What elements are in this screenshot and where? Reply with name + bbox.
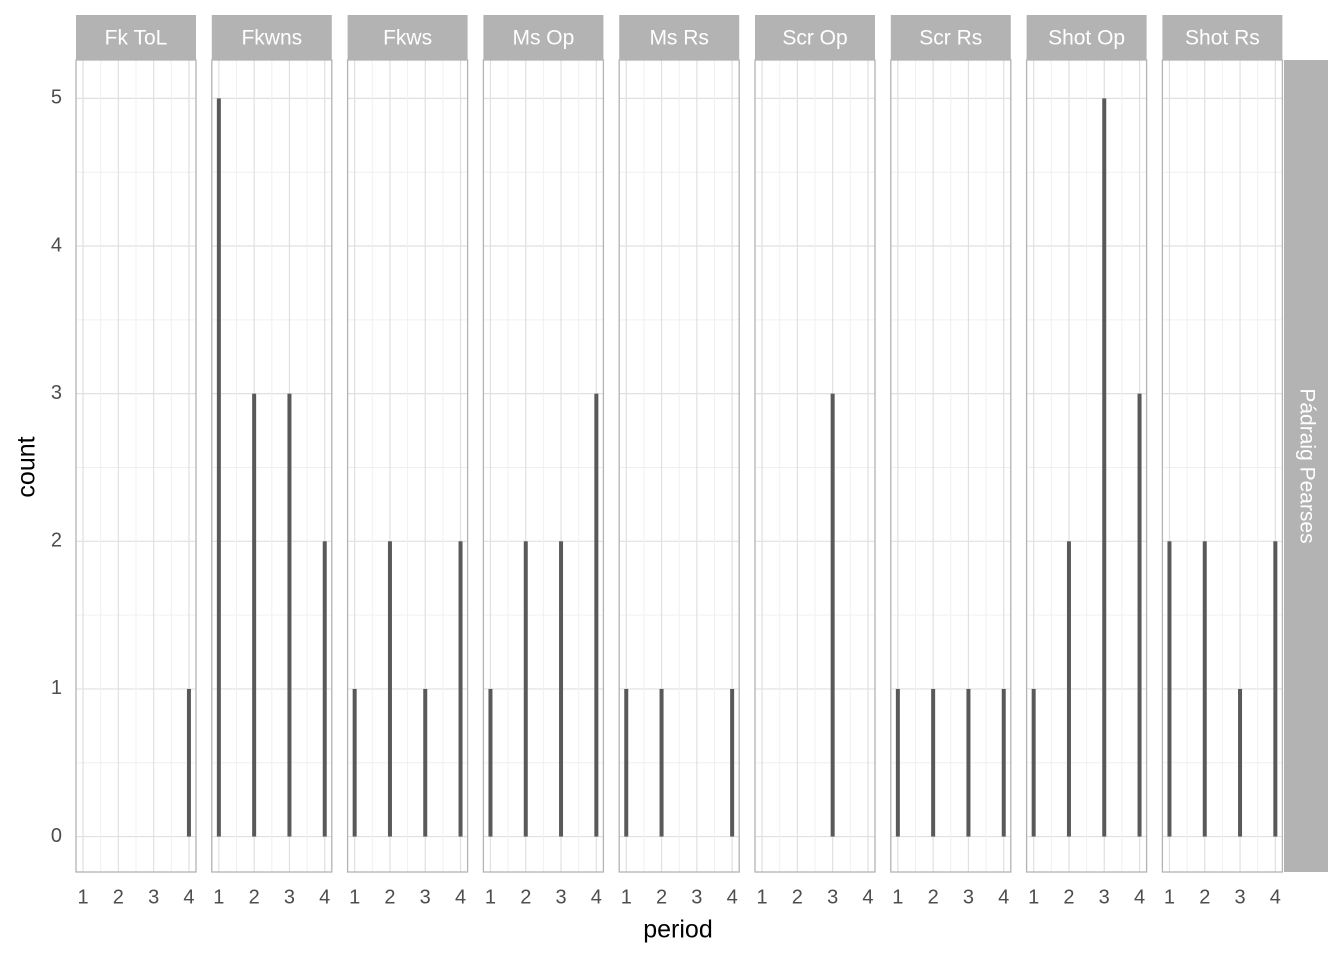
facet-title: Ms Op	[512, 27, 574, 50]
y-tick-label: 5	[51, 87, 62, 109]
x-tick-label: 4	[455, 886, 466, 908]
y-axis-title: count	[13, 436, 41, 497]
bar	[1066, 541, 1071, 837]
x-tick-label: 2	[520, 886, 531, 908]
row-strip-label: Pádraig Pearses	[1295, 388, 1318, 543]
bar	[186, 688, 191, 837]
bar	[1137, 393, 1142, 837]
facet-strip	[1162, 15, 1283, 60]
x-tick-label: 4	[591, 886, 602, 908]
bar	[966, 688, 971, 837]
x-tick-label: 3	[827, 886, 838, 908]
x-tick-label: 3	[1234, 886, 1245, 908]
facet-strip	[755, 15, 875, 60]
y-tick-label: 4	[51, 234, 62, 256]
x-tick-label: 3	[420, 886, 431, 908]
bar	[216, 98, 221, 837]
bar	[830, 393, 835, 837]
facet-title: Scr Op	[782, 27, 847, 50]
x-tick-label: 3	[284, 886, 295, 908]
facet-title: Shot Rs	[1185, 27, 1260, 50]
facet-strip	[890, 15, 1011, 60]
y-tick-label: 3	[51, 382, 62, 404]
bar	[1167, 541, 1172, 837]
bar	[1273, 541, 1278, 837]
x-tick-label: 3	[963, 886, 974, 908]
bar	[423, 688, 428, 837]
bar	[895, 688, 900, 837]
bar	[252, 393, 257, 837]
x-tick-label: 3	[148, 886, 159, 908]
x-tick-label: 1	[1164, 886, 1175, 908]
x-tick-label: 2	[1063, 886, 1074, 908]
x-tick-label: 1	[892, 886, 903, 908]
x-tick-label: 2	[656, 886, 667, 908]
facet-title: Fk ToL	[105, 27, 168, 50]
bar	[523, 541, 528, 837]
bar	[659, 688, 664, 837]
bar	[1031, 688, 1036, 837]
x-tick-label: 1	[756, 886, 767, 908]
x-tick-label: 1	[1028, 886, 1039, 908]
bar	[624, 688, 629, 837]
facet-title: Scr Rs	[919, 27, 982, 50]
x-tick-label: 1	[349, 886, 360, 908]
bar	[458, 541, 463, 837]
x-tick-label: 2	[792, 886, 803, 908]
bar	[1001, 688, 1006, 837]
facet-title: Fkws	[383, 27, 432, 50]
facet-strip	[1026, 15, 1147, 60]
x-tick-label: 2	[249, 886, 260, 908]
y-tick-label: 0	[51, 825, 62, 847]
facet-title: Shot Op	[1048, 27, 1125, 50]
x-tick-label: 1	[77, 886, 88, 908]
bar	[1202, 541, 1207, 837]
facet-title: Fkwns	[241, 27, 302, 50]
x-tick-label: 4	[862, 886, 873, 908]
x-tick-label: 4	[998, 886, 1009, 908]
bar	[352, 688, 357, 837]
x-axis-title: period	[643, 916, 713, 944]
facet-strip	[483, 15, 604, 60]
facet-strip	[347, 15, 468, 60]
x-tick-label: 2	[928, 886, 939, 908]
bar	[322, 541, 327, 837]
x-tick-label: 1	[213, 886, 224, 908]
x-tick-label: 4	[1270, 886, 1281, 908]
x-tick-label: 4	[1134, 886, 1145, 908]
facet-strip	[211, 15, 332, 60]
x-tick-label: 4	[727, 886, 738, 908]
row-strip	[1284, 60, 1328, 872]
bar	[559, 541, 564, 837]
x-tick-label: 4	[183, 886, 194, 908]
bar	[387, 541, 392, 837]
x-tick-label: 2	[1199, 886, 1210, 908]
facet-title: Ms Rs	[649, 27, 709, 50]
bar	[1102, 98, 1107, 837]
bar	[594, 393, 599, 837]
y-tick-label: 2	[51, 530, 62, 552]
x-tick-label: 1	[621, 886, 632, 908]
x-tick-label: 2	[113, 886, 124, 908]
y-tick-label: 1	[51, 677, 62, 699]
bar	[488, 688, 493, 837]
bar	[730, 688, 735, 837]
x-tick-label: 3	[1099, 886, 1110, 908]
x-tick-label: 4	[319, 886, 330, 908]
bar	[287, 393, 292, 837]
bar	[931, 688, 936, 837]
x-tick-label: 3	[691, 886, 702, 908]
facet-strip	[619, 15, 740, 60]
x-tick-label: 3	[555, 886, 566, 908]
bar	[1238, 688, 1243, 837]
facet-strip	[76, 15, 196, 60]
x-tick-label: 1	[485, 886, 496, 908]
x-tick-label: 2	[384, 886, 395, 908]
